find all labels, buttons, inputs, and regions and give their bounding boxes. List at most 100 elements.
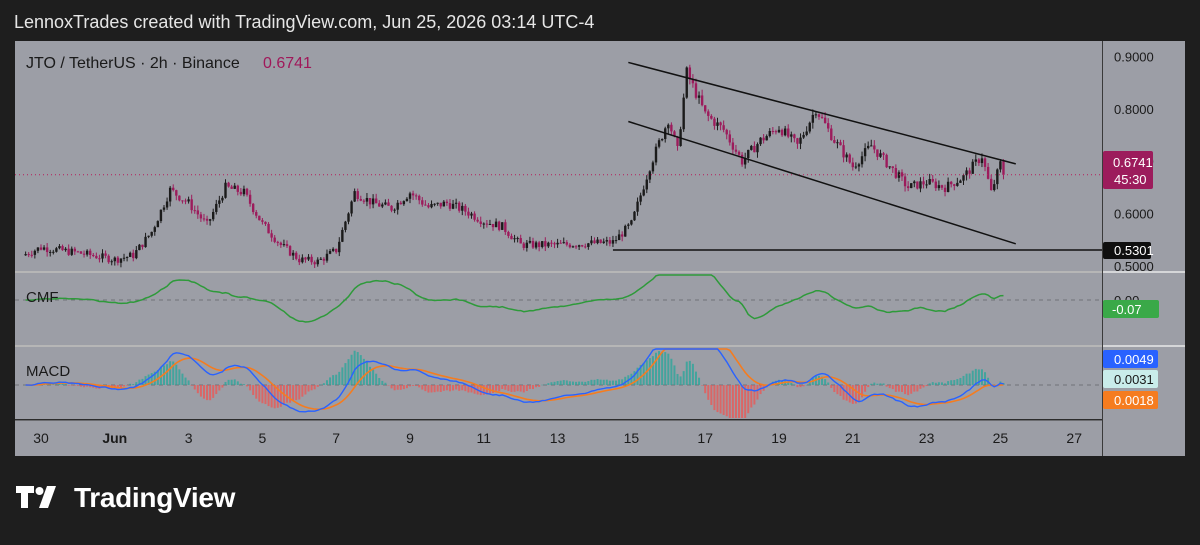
candle-body <box>866 145 870 149</box>
macd-histogram-bar <box>249 385 252 391</box>
macd-histogram-bar <box>940 382 943 385</box>
cmf-label: CMF <box>26 289 59 306</box>
macd-histogram-bar <box>242 384 245 385</box>
candle-body <box>445 201 449 204</box>
macd-histogram-bar <box>805 384 808 386</box>
macd-histogram-bar <box>824 379 827 385</box>
candle-body <box>178 195 181 201</box>
candle-body <box>479 221 482 224</box>
candle-body <box>67 248 70 255</box>
candle-body <box>30 254 33 256</box>
candle-body <box>667 124 670 129</box>
candle-body <box>614 240 618 242</box>
price-pane[interactable] <box>15 41 1102 271</box>
candle-body <box>267 223 270 234</box>
candle-body <box>212 211 215 220</box>
macd-histogram-bar <box>498 385 501 392</box>
candle-body <box>830 128 833 141</box>
macd-histogram-bar <box>753 385 756 405</box>
candle-body <box>691 79 695 84</box>
candle-body <box>159 209 163 222</box>
macd-histogram-bar <box>584 381 587 385</box>
candle-body <box>399 202 402 205</box>
macd-histogram-bar <box>919 385 922 389</box>
macd-histogram-bar <box>196 385 199 394</box>
candle-body <box>608 240 612 244</box>
candle-body <box>196 210 200 215</box>
macd-histogram-bar <box>442 385 445 391</box>
macd-histogram-bar <box>750 385 753 408</box>
macd-histogram-bar <box>701 385 704 386</box>
candle-body <box>685 67 688 98</box>
macd-histogram-bar <box>596 379 599 385</box>
macd-histogram-bar <box>694 371 697 385</box>
candle-body <box>925 184 928 186</box>
date-tick-label: 30 <box>33 430 49 446</box>
macd-histogram-bar <box>611 380 614 385</box>
candle-body <box>411 193 415 196</box>
macd-histogram-bar <box>212 385 215 398</box>
macd-histogram-bar <box>163 365 165 385</box>
macd-histogram-bar <box>704 385 707 394</box>
macd-label: MACD <box>26 363 70 380</box>
macd-histogram-bar <box>602 379 605 385</box>
candle-body <box>842 145 845 158</box>
macd-histogram-bar <box>808 381 811 385</box>
cmf-pane[interactable] <box>15 273 1102 345</box>
macd-histogram-bar <box>882 383 885 385</box>
macd-histogram-bar <box>944 383 947 385</box>
macd-histogram-bar <box>396 385 399 390</box>
macd-histogram-bar <box>575 381 578 385</box>
macd-histogram-bar <box>347 359 350 385</box>
candle-body <box>793 134 796 139</box>
candle-body <box>620 234 624 237</box>
candle-body <box>827 123 830 129</box>
macd-histogram-bar <box>738 385 741 418</box>
candle-body <box>282 244 286 246</box>
macd-histogram-bar <box>590 379 593 385</box>
macd-histogram-bar <box>747 385 750 414</box>
candle-body <box>611 240 615 244</box>
macd-histogram-bar <box>971 370 974 385</box>
candle-body <box>774 131 778 133</box>
candle-body <box>187 199 190 202</box>
macd-histogram-bar <box>58 382 61 385</box>
macd-histogram-bar <box>879 383 882 385</box>
macd-histogram-bar <box>962 375 965 385</box>
candle-body <box>233 185 236 189</box>
cmf-line <box>25 274 1004 323</box>
candle-body <box>378 203 381 207</box>
price-tick-label: 0.5000 <box>1114 259 1154 274</box>
candle-body <box>205 218 209 221</box>
macd-histogram-bar <box>876 383 879 385</box>
macd-histogram-bar <box>430 385 433 393</box>
candle-body <box>202 218 206 220</box>
macd-histogram-bar <box>532 385 534 390</box>
candle-body <box>365 197 369 202</box>
candle-body <box>119 258 123 263</box>
candle-body <box>534 242 538 248</box>
macd-histogram-bar <box>827 382 830 385</box>
macd-histogram-bar <box>519 385 522 392</box>
candle-body <box>89 250 92 256</box>
macd-histogram-bar <box>418 385 421 388</box>
candle-body <box>458 202 461 211</box>
macd-histogram-bar <box>673 365 676 385</box>
time-axis[interactable] <box>15 420 1102 456</box>
candle-body <box>928 179 931 185</box>
candle-body <box>172 187 175 191</box>
candle-body <box>85 250 89 255</box>
candle-body <box>897 172 901 178</box>
candle-body <box>464 205 467 212</box>
macd-histogram-bar <box>298 385 301 400</box>
candle-body <box>344 221 347 230</box>
macd-histogram-bar <box>218 385 221 391</box>
macd-histogram-bar <box>267 385 270 407</box>
candle-body <box>756 144 759 153</box>
macd-histogram-bar <box>615 380 618 385</box>
macd-histogram-bar <box>353 350 356 385</box>
candle-body <box>817 114 821 117</box>
macd-histogram-bar <box>61 383 64 385</box>
macd-histogram-bar <box>658 351 661 385</box>
